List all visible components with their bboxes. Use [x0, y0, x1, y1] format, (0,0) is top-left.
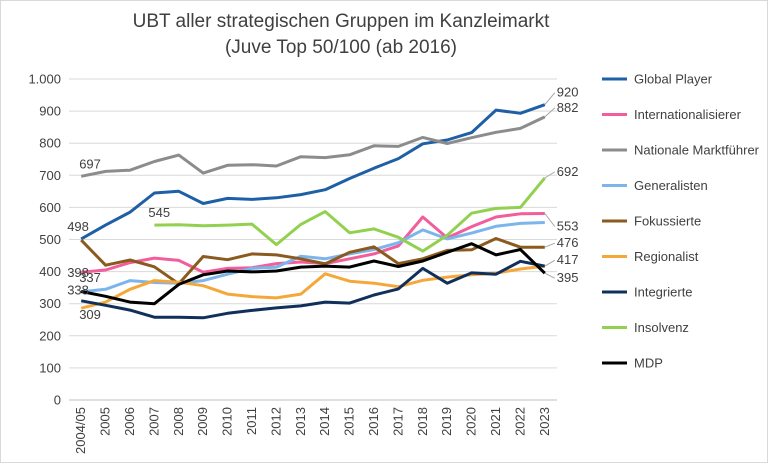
x-tick-label: 2016 [366, 407, 381, 436]
legend-entry-integrierte: Integrierte [602, 285, 693, 300]
legend-entry-mdp: MDP [602, 356, 663, 371]
x-tick-label: 2004/05 [73, 407, 88, 454]
y-tick-label: 300 [39, 296, 61, 311]
x-tick-label: 2014 [317, 407, 332, 436]
x-tick-label: 2015 [342, 407, 357, 436]
legend-entry-insolvenz: Insolvenz [602, 320, 689, 335]
leader-line [544, 259, 556, 267]
legend-label: Global Player [634, 72, 713, 87]
legend-label: Fokussierte [634, 214, 701, 229]
leader-line [544, 107, 556, 118]
x-tick-label: 2017 [390, 407, 405, 436]
y-tick-label: 1.000 [28, 72, 61, 87]
x-tick-label: 2009 [195, 407, 210, 436]
data-label-end-nationale-marktf-hrer: 882 [557, 100, 579, 115]
series-line-fokussierte [80, 237, 545, 286]
legend-entry-fokussierte: Fokussierte [602, 214, 701, 229]
series-line-global-player [80, 103, 546, 241]
x-tick-label: 2021 [488, 407, 503, 436]
series-line-nationale-marktf-hrer [80, 115, 546, 178]
y-tick-label: 500 [39, 232, 61, 247]
series-line-insolvenz [154, 176, 546, 253]
legend-entry-regionalist: Regionalist [602, 249, 699, 264]
y-tick-label: 100 [39, 360, 61, 375]
data-label-start-generalisten: 337 [79, 270, 101, 285]
legend-label: Generalisten [634, 178, 708, 193]
series-line-mdp [80, 242, 546, 306]
y-tick-label: 0 [54, 393, 61, 408]
legend-label: Internationalisierer [634, 107, 742, 122]
data-label-end-mdp: 395 [557, 270, 579, 285]
legend-entry-generalisten: Generalisten [602, 178, 708, 193]
data-label-start-insolvenz: 545 [148, 205, 170, 220]
data-label-end-regionalist: 417 [557, 252, 579, 267]
x-tick-label: 2005 [98, 407, 113, 436]
leader-line [544, 213, 556, 227]
y-tick-label: 400 [39, 264, 61, 279]
legend-label: Insolvenz [634, 320, 689, 335]
leader-line [544, 242, 555, 248]
x-tick-label: 2008 [171, 407, 186, 436]
legend-entry-internationalisierer: Internationalisierer [602, 107, 742, 122]
legend-entry-global-player: Global Player [602, 72, 713, 87]
data-label-end-internationalisierer: 553 [557, 218, 579, 233]
x-tick-label: 2013 [293, 407, 308, 436]
legend-label: MDP [634, 356, 663, 371]
legend-label: Nationale Marktführer [634, 143, 760, 158]
data-label-end-global-player: 920 [557, 85, 579, 100]
x-tick-label: 2011 [244, 407, 259, 435]
data-label-start-integrierte: 309 [79, 307, 101, 322]
legend-label: Integrierte [634, 285, 693, 300]
x-tick-label: 2023 [537, 407, 552, 436]
data-label-end-insolvenz: 692 [557, 164, 579, 179]
x-tick-label: 2007 [146, 407, 161, 436]
y-tick-label: 600 [39, 200, 61, 215]
x-tick-label: 2012 [268, 407, 283, 436]
data-label-start-mdp: 338 [67, 283, 89, 298]
x-tick-label: 2006 [122, 407, 137, 436]
series-line-internationalisierer [81, 212, 545, 274]
x-tick-label: 2019 [439, 407, 454, 436]
y-tick-label: 700 [39, 168, 61, 183]
y-tick-label: 800 [39, 136, 61, 151]
series-line-generalisten [81, 221, 545, 294]
x-tick-label: 2022 [512, 407, 527, 436]
leader-line [544, 92, 556, 106]
chart-title-line-1: UBT aller strategischen Gruppen im Kanzl… [133, 11, 550, 32]
x-tick-label: 2010 [220, 407, 235, 436]
leader-line [544, 272, 556, 279]
x-tick-label: 2018 [415, 407, 430, 436]
legend-label: Regionalist [634, 249, 699, 264]
data-label-start-fokussierte: 498 [67, 219, 89, 234]
data-label-start-nationale-marktf-hrer: 697 [79, 156, 101, 171]
legend-entry-nationale-marktf-hrer: Nationale Marktführer [602, 143, 760, 158]
leader-line [544, 171, 556, 179]
series-line-integrierte [80, 259, 546, 320]
data-label-end-fokussierte: 476 [557, 235, 579, 250]
y-tick-label: 900 [39, 104, 61, 119]
x-tick-label: 2020 [464, 407, 479, 436]
y-tick-label: 200 [39, 328, 61, 343]
chart-title-line-2: (Juve Top 50/100 (ab 2016) [225, 37, 457, 58]
data-label-start-internationalisierer: 398 [67, 265, 89, 280]
